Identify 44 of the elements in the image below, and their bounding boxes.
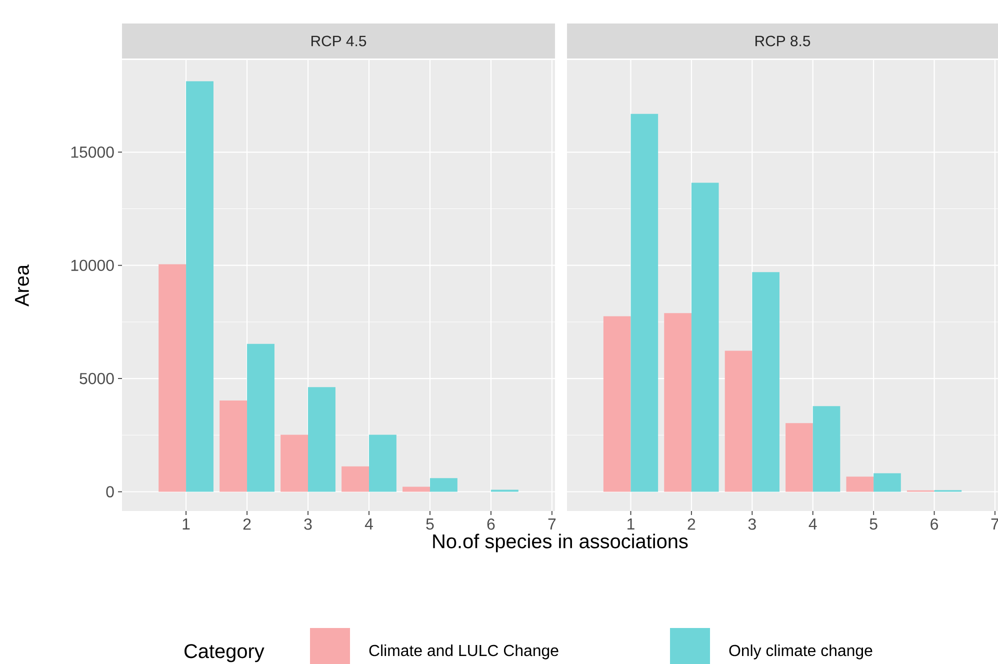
bar: [280, 434, 308, 492]
x-tick-label: 7: [548, 518, 556, 530]
bar: [786, 423, 813, 492]
bar: [308, 387, 336, 492]
x-tick-label: 3: [748, 518, 756, 530]
legend-label: Only climate change: [729, 644, 872, 660]
bar: [603, 316, 631, 492]
bar: [752, 272, 780, 492]
bar: [664, 313, 692, 492]
bar: [368, 434, 396, 492]
x-tick-label: 4: [364, 518, 373, 530]
y-tick-label: 15000: [71, 146, 114, 158]
x-tick-label: 6: [487, 518, 495, 530]
bar: [691, 182, 719, 492]
x-tick-label: 5: [426, 518, 434, 530]
bar: [186, 81, 214, 492]
x-tick-label: 4: [808, 518, 817, 530]
bar: [220, 400, 248, 492]
y-axis-title: Area: [15, 264, 29, 307]
x-tick-label: 1: [182, 518, 190, 530]
x-tick-label: 2: [688, 518, 696, 530]
legend-title: Category: [184, 644, 264, 662]
bar: [158, 264, 186, 492]
x-tick-label: 1: [628, 518, 634, 530]
legend-label: Climate and LULC Change: [369, 644, 558, 660]
bar: [874, 473, 901, 492]
bar: [630, 114, 658, 492]
x-tick-label: 2: [243, 518, 251, 530]
chart-title: RCP 8.5: [755, 36, 810, 46]
bar: [846, 476, 874, 492]
x-tick-label: 6: [930, 518, 938, 530]
bar: [402, 486, 430, 492]
bar: [812, 406, 840, 492]
bar: [247, 344, 274, 492]
y-tick-label: 5000: [80, 372, 114, 384]
x-tick-label: 3: [304, 518, 312, 530]
bar: [342, 466, 369, 492]
y-tick-label: 0: [106, 486, 114, 498]
x-tick-label: 5: [870, 518, 878, 530]
x-axis-title: No.of species in associations: [433, 534, 688, 552]
bar: [430, 478, 458, 492]
y-tick-label: 10000: [71, 260, 114, 271]
chart-title: RCP 4.5: [311, 36, 366, 46]
bar: [724, 350, 752, 492]
